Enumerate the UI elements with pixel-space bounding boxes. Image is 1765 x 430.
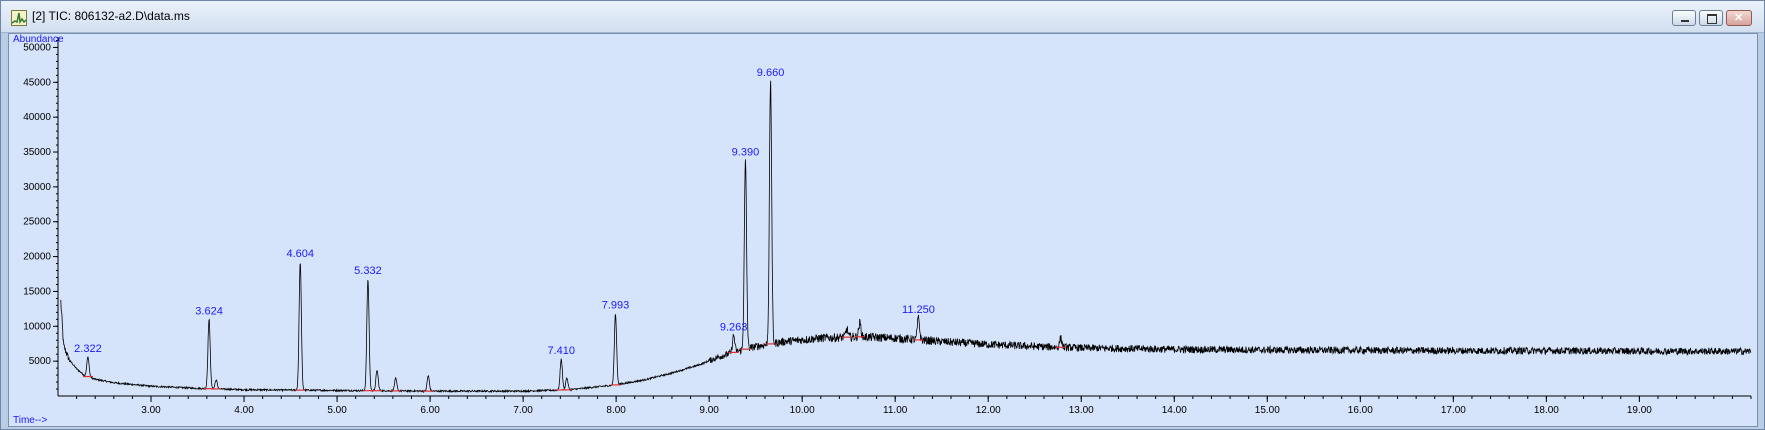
minimize-button[interactable] <box>1672 10 1696 26</box>
x-tick-label: 10.00 <box>790 405 815 416</box>
close-icon: ✕ <box>1734 12 1744 24</box>
peak-label: 7.410 <box>547 345 575 357</box>
y-tick-label: 45000 <box>23 77 51 88</box>
y-tick-label: 40000 <box>23 112 51 123</box>
y-tick-label: 30000 <box>23 182 51 193</box>
title-bar[interactable]: [2] TIC: 806132-a2.D\data.ms ✕ <box>1 1 1764 33</box>
x-tick-label: 7.00 <box>513 405 533 416</box>
peak-label: 3.624 <box>195 305 223 317</box>
x-tick-label: 5.00 <box>327 405 347 416</box>
x-tick-label: 12.00 <box>976 405 1001 416</box>
peak-label: 9.660 <box>757 67 785 79</box>
x-axis-label: Time--> <box>13 415 48 426</box>
y-tick-label: 10000 <box>23 321 51 332</box>
peak-label: 5.332 <box>354 265 382 277</box>
x-tick-label: 8.00 <box>606 405 626 416</box>
peak-label: 2.322 <box>74 343 102 355</box>
x-tick-label: 11.00 <box>883 405 908 416</box>
plot-area[interactable]: 5000 10000 15000 20000 25000 30000 35000 40000 4… <box>8 33 1758 427</box>
x-tick-label: 9.00 <box>699 405 719 416</box>
chromatogram-icon <box>11 10 27 26</box>
peak-label: 9.390 <box>732 146 760 158</box>
x-tick-label: 19.00 <box>1627 405 1652 416</box>
chromatogram-chart: 5000 10000 15000 20000 25000 30000 35000 40000 4… <box>13 34 1752 426</box>
maximize-button[interactable] <box>1699 10 1723 26</box>
x-tick-label: 6.00 <box>420 405 440 416</box>
minimize-icon <box>1681 20 1689 22</box>
x-tick-label: 13.00 <box>1069 405 1094 416</box>
x-tick-label: 15.00 <box>1255 405 1280 416</box>
maximize-icon <box>1707 14 1717 24</box>
x-tick-label: 4.00 <box>234 405 254 416</box>
y-axis-label: Abundance <box>13 34 64 45</box>
y-tick-label: 15000 <box>23 286 51 297</box>
peak-label: 9.263 <box>720 321 748 333</box>
peak-label: 4.604 <box>286 248 314 260</box>
close-button[interactable]: ✕ <box>1726 10 1752 26</box>
y-tick-label: 5000 <box>29 356 52 367</box>
y-tick-label: 50000 <box>23 42 51 53</box>
y-tick-label: 25000 <box>23 217 51 228</box>
y-tick-label: 20000 <box>23 252 51 263</box>
peak-label: 11.250 <box>902 304 935 316</box>
x-tick-label: 17.00 <box>1441 405 1466 416</box>
x-tick-label: 16.00 <box>1348 405 1373 416</box>
y-tick-label: 35000 <box>23 147 51 158</box>
x-tick-label: 14.00 <box>1162 405 1187 416</box>
resize-handle[interactable] <box>1758 33 1764 429</box>
window-title: [2] TIC: 806132-a2.D\data.ms <box>32 9 190 23</box>
x-tick-label: 18.00 <box>1534 405 1559 416</box>
x-tick-label: 3.00 <box>141 405 161 416</box>
tic-trace <box>60 80 1752 394</box>
peak-label: 7.993 <box>602 300 630 312</box>
